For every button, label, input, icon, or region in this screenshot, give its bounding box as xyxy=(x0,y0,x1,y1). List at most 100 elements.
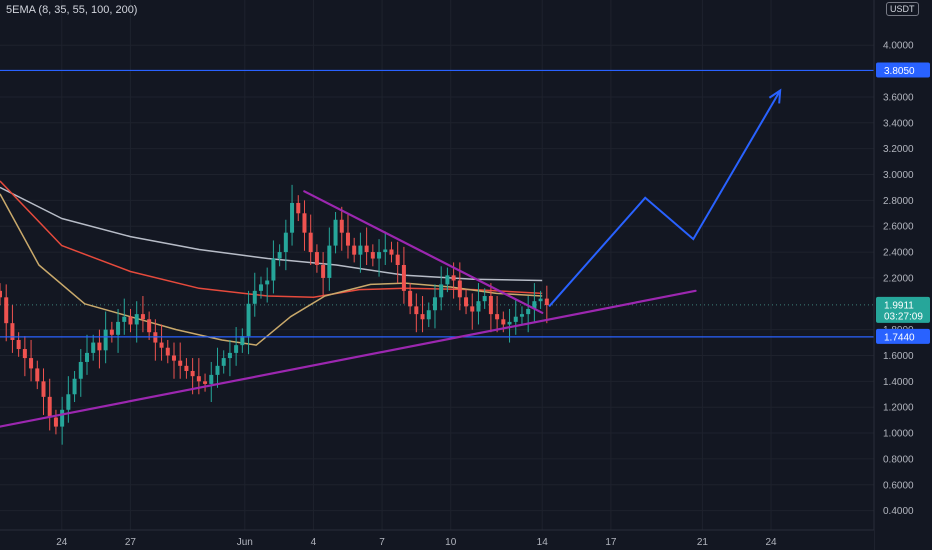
candle-body xyxy=(122,316,127,322)
candle-body xyxy=(234,345,239,353)
candle-body xyxy=(227,352,232,359)
projection-arrowhead[interactable] xyxy=(768,88,782,104)
candle-body xyxy=(109,329,114,335)
candle-body xyxy=(470,306,475,312)
y-tick-label: 2.8000 xyxy=(883,196,914,207)
resistance-price-tag-box xyxy=(876,62,930,78)
trendlines[interactable] xyxy=(0,190,697,428)
indicator-label[interactable]: 5EMA (8, 35, 55, 100, 200) xyxy=(6,4,138,16)
candle-body xyxy=(221,358,226,366)
candle-body xyxy=(314,252,319,265)
candle-body xyxy=(277,252,282,259)
candle-body xyxy=(401,265,406,291)
candle-body xyxy=(178,360,183,366)
y-tick-label: 1.6000 xyxy=(883,351,914,362)
candle-body xyxy=(426,310,431,320)
candle-body xyxy=(457,280,462,298)
candle-body xyxy=(246,303,251,337)
currency-badge[interactable]: USDT xyxy=(886,2,919,16)
candle-body xyxy=(296,202,301,214)
y-tick-label: 1.0000 xyxy=(883,429,914,440)
candle-body xyxy=(358,245,363,255)
x-tick-label: 17 xyxy=(605,537,617,548)
candle-body xyxy=(215,365,220,375)
candle-body xyxy=(364,245,369,253)
candle-body xyxy=(91,342,96,353)
projection-polyline[interactable] xyxy=(548,89,782,308)
candle-body xyxy=(196,376,201,382)
candle-body xyxy=(47,396,52,418)
candle-body xyxy=(140,314,145,320)
y-tick-label: 4.0000 xyxy=(883,41,914,52)
x-tick-label: 7 xyxy=(379,537,385,548)
support-price-tag-text: 1.7440 xyxy=(884,332,915,343)
candle-body xyxy=(10,323,15,340)
candle-body xyxy=(84,352,89,362)
y-tick-label: 2.2000 xyxy=(883,273,914,284)
candle-body xyxy=(78,361,83,379)
current-price-tag-text: 03:27:09 xyxy=(884,311,923,322)
x-tick-label: 21 xyxy=(697,537,709,548)
y-tick-label: 1.2000 xyxy=(883,403,914,414)
candle-body xyxy=(439,284,444,298)
candle-body xyxy=(134,314,139,325)
horizontal-levels[interactable] xyxy=(0,69,874,338)
x-tick-label: 14 xyxy=(537,537,549,548)
candle-body xyxy=(116,321,121,335)
x-tick-label: Jun xyxy=(237,537,253,548)
y-tick-label: 0.4000 xyxy=(883,506,914,517)
candle-body xyxy=(60,409,65,427)
resistance-price-tag-text: 3.8050 xyxy=(884,66,915,77)
candle-body xyxy=(190,371,195,377)
current-price-tag-box xyxy=(876,296,930,323)
candle-body xyxy=(203,381,208,384)
candle-body xyxy=(526,308,531,315)
candle-body xyxy=(66,394,71,410)
candle-body xyxy=(302,213,307,233)
y-tick-label: 3.4000 xyxy=(883,118,914,129)
candle-body xyxy=(345,232,350,246)
projection-path[interactable] xyxy=(548,88,782,308)
candle-body xyxy=(35,368,40,382)
x-tick-label: 10 xyxy=(445,537,457,548)
candle-body xyxy=(271,258,276,281)
candle-body xyxy=(29,358,34,369)
candle-body xyxy=(352,245,357,255)
candle-body xyxy=(488,296,493,315)
candle-body xyxy=(321,265,326,278)
candle-body xyxy=(308,232,313,253)
candle-body xyxy=(265,280,270,285)
candle-body xyxy=(252,290,257,304)
candle-body xyxy=(544,298,549,306)
candle-body xyxy=(370,252,375,259)
y-tick-label: 3.6000 xyxy=(883,92,914,103)
lower-trendline[interactable] xyxy=(0,289,697,428)
upper-trendline[interactable] xyxy=(303,190,544,314)
candle-body xyxy=(72,378,77,395)
y-tick-label: 3.2000 xyxy=(883,144,914,155)
candle-body xyxy=(290,202,295,233)
candle-body xyxy=(501,319,506,325)
candle-body xyxy=(283,232,288,253)
candle-body xyxy=(507,321,512,325)
candle-body xyxy=(432,297,437,311)
candle-body xyxy=(538,298,543,302)
y-tick-label: 2.4000 xyxy=(883,248,914,259)
time-axis-ticks: 24 27 Jun 4 7 10 14 17 21 24 xyxy=(56,537,777,548)
time-axis-panel[interactable] xyxy=(0,530,874,550)
ema-200-line xyxy=(0,186,543,282)
candle-body xyxy=(53,417,58,427)
candle-body xyxy=(513,316,518,322)
candle-body xyxy=(383,249,388,253)
price-axis-panel[interactable] xyxy=(874,0,932,530)
candle-body xyxy=(327,245,332,278)
candle-body xyxy=(159,342,164,348)
candle-body xyxy=(451,275,456,281)
candle-body xyxy=(0,290,2,298)
y-tick-label: 1.4000 xyxy=(883,377,914,388)
candle-body xyxy=(103,329,108,351)
candle-body xyxy=(258,284,263,291)
x-tick-label: 4 xyxy=(311,537,317,548)
candle-body xyxy=(171,355,176,361)
